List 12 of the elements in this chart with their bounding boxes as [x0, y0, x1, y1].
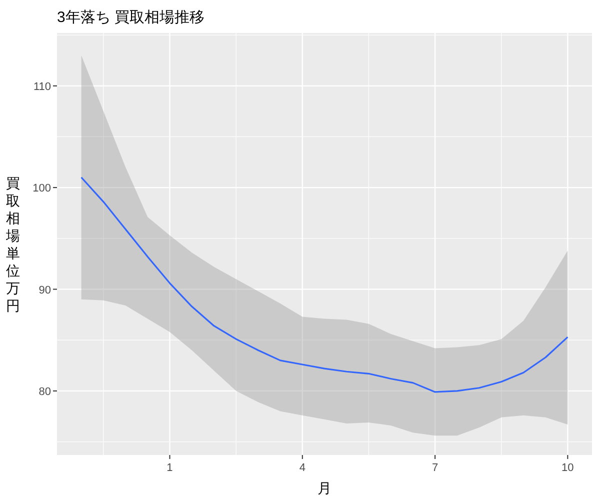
- y-tick-label: 80: [38, 386, 51, 398]
- x-tick-label: 4: [299, 462, 306, 474]
- y-tick-label: 90: [38, 284, 51, 296]
- chart-title: 3年落ち 買取相場推移: [57, 9, 205, 26]
- x-tick-label: 1: [166, 462, 173, 474]
- x-axis-title: 月: [318, 480, 332, 496]
- x-tick-label: 10: [562, 462, 574, 474]
- y-tick-label: 100: [32, 182, 51, 195]
- y-tick-label: 110: [33, 80, 51, 93]
- y-axis-title: 買取相場単位万円: [5, 174, 20, 314]
- line-series: [80, 176, 568, 393]
- x-tick-label: 7: [432, 462, 438, 474]
